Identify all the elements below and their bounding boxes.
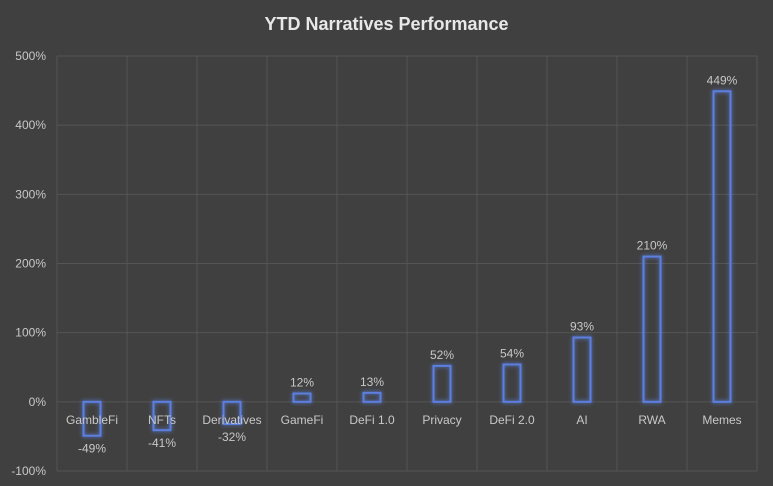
bar [362,391,382,403]
data-label: 210% [637,239,668,253]
chart-title: YTD Narratives Performance [264,14,509,34]
bar [292,392,312,403]
bar [82,400,102,437]
y-tick-label: 300% [15,187,46,201]
data-label: 12% [290,376,314,390]
x-tick-label: DeFi 2.0 [489,413,535,427]
data-label: -49% [78,442,106,456]
data-label: -32% [218,430,246,444]
data-label: 52% [430,348,454,362]
data-label: -41% [148,436,176,450]
x-tick-label: AI [576,413,587,427]
x-tick-label: GambleFi [66,413,118,427]
x-tick-label: GameFi [281,413,324,427]
x-tick-label: RWA [638,413,665,427]
x-tick-label: Memes [702,413,741,427]
x-tick-label: NFTs [148,413,176,427]
x-tick-label: Derivatives [202,413,261,427]
y-tick-label: 200% [15,257,46,271]
x-tick-label: Privacy [422,413,461,427]
y-tick-label: 100% [15,326,46,340]
bar [432,364,452,403]
bar [502,363,522,403]
data-label: 54% [500,346,524,360]
x-tick-label: DeFi 1.0 [349,413,395,427]
y-tick-label: 0% [29,395,47,409]
data-label: 93% [570,320,594,334]
data-label: 13% [360,375,384,389]
y-tick-label: 400% [15,118,46,132]
bar [712,90,732,403]
y-tick-label: 500% [15,49,46,63]
y-tick-label: -100% [11,464,46,478]
bar [572,336,592,403]
bar [152,400,172,432]
bar [222,400,242,425]
data-label: 449% [707,73,738,87]
bar [642,255,662,403]
